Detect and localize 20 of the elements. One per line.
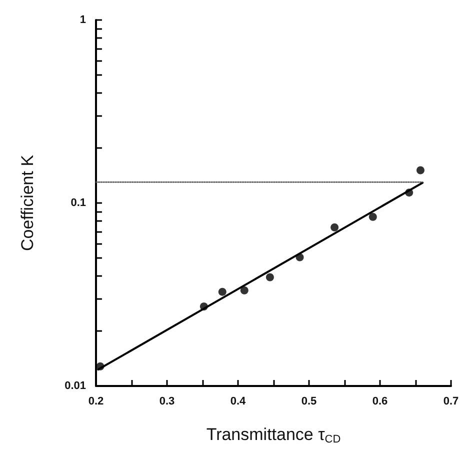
- y-tick-label: 1: [80, 14, 86, 26]
- y-tick-label: 0.1: [70, 197, 86, 209]
- point: [368, 212, 377, 221]
- point: [416, 166, 424, 174]
- x-tick-label: 0.2: [88, 396, 104, 408]
- point: [200, 302, 208, 310]
- point: [330, 223, 339, 232]
- x-tick-label: 0.3: [159, 396, 175, 408]
- x-tick-label: 0.5: [301, 396, 317, 408]
- y-axis-title: Coefficient K: [18, 154, 37, 252]
- x-tick-label: 0.4: [230, 396, 247, 408]
- point: [218, 288, 226, 296]
- point: [405, 188, 414, 197]
- point: [266, 273, 274, 282]
- point: [296, 253, 304, 262]
- x-tick-label: 0.7: [443, 396, 459, 408]
- point: [240, 286, 248, 294]
- x-tick-label: 0.6: [372, 396, 388, 408]
- y-tick-label: 0.01: [64, 380, 86, 392]
- point: [96, 362, 104, 370]
